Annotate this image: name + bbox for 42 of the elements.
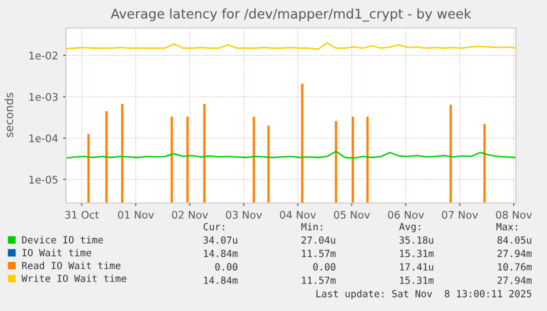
x-tick-label: 08 Nov: [496, 210, 532, 219]
text: 11.57m: [302, 276, 336, 284]
text: 15.31m: [400, 276, 434, 284]
y-tick-label: 1e-05: [29, 176, 58, 184]
text: 0.00: [215, 263, 238, 271]
x-tick-label: 06 Nov: [388, 210, 424, 219]
text: 27.94m: [498, 276, 532, 284]
text: 84.05u: [498, 236, 532, 244]
x-tick-label: 03 Nov: [226, 210, 262, 219]
text: 15.31m: [400, 250, 434, 258]
x-tick-label: 01 Nov: [118, 210, 154, 219]
x-tick-label: 31 Oct: [65, 210, 99, 219]
text: 0.00: [313, 263, 336, 271]
y-tick-label: 1e-02: [29, 52, 58, 60]
line-series: [66, 150, 516, 159]
legend-label: IO Wait time: [22, 248, 92, 256]
text: Avg:: [399, 223, 420, 232]
text: 17.41u: [400, 263, 434, 271]
text: 27.04u: [302, 236, 336, 244]
y-tick-label: 1e-04: [29, 134, 58, 142]
x-tick-label: 02 Nov: [172, 210, 208, 219]
legend-label: Write IO Wait time: [22, 274, 126, 282]
text: 14.84m: [204, 250, 238, 258]
text: 10.76m: [498, 263, 532, 271]
text: Min:: [301, 222, 322, 230]
text: 11.57m: [302, 250, 336, 258]
text: 34.07u: [204, 236, 238, 244]
text: Cur:: [204, 222, 224, 230]
text: 27.94m: [498, 250, 532, 258]
text: Last update: Sat Nov 8 13:00:11 2025: [316, 290, 532, 300]
y-tick-label: 1e-03: [29, 92, 58, 101]
legend-label: Read IO Wait time: [22, 262, 120, 270]
text: 14.84m: [204, 276, 238, 284]
legend-label: Device IO time: [22, 236, 103, 244]
text: Max:: [496, 223, 518, 230]
text: 35.18u: [400, 236, 434, 244]
x-tick-label: 07 Nov: [442, 210, 478, 219]
x-tick-label: 04 Nov: [280, 210, 316, 219]
chart-title: Average latency for /dev/mapper/md1_crypt - by week: [110, 8, 472, 22]
y-axis-title: seconds: [4, 92, 14, 138]
line-series: [66, 42, 516, 50]
x-tick-label: 05 Nov: [334, 210, 370, 219]
